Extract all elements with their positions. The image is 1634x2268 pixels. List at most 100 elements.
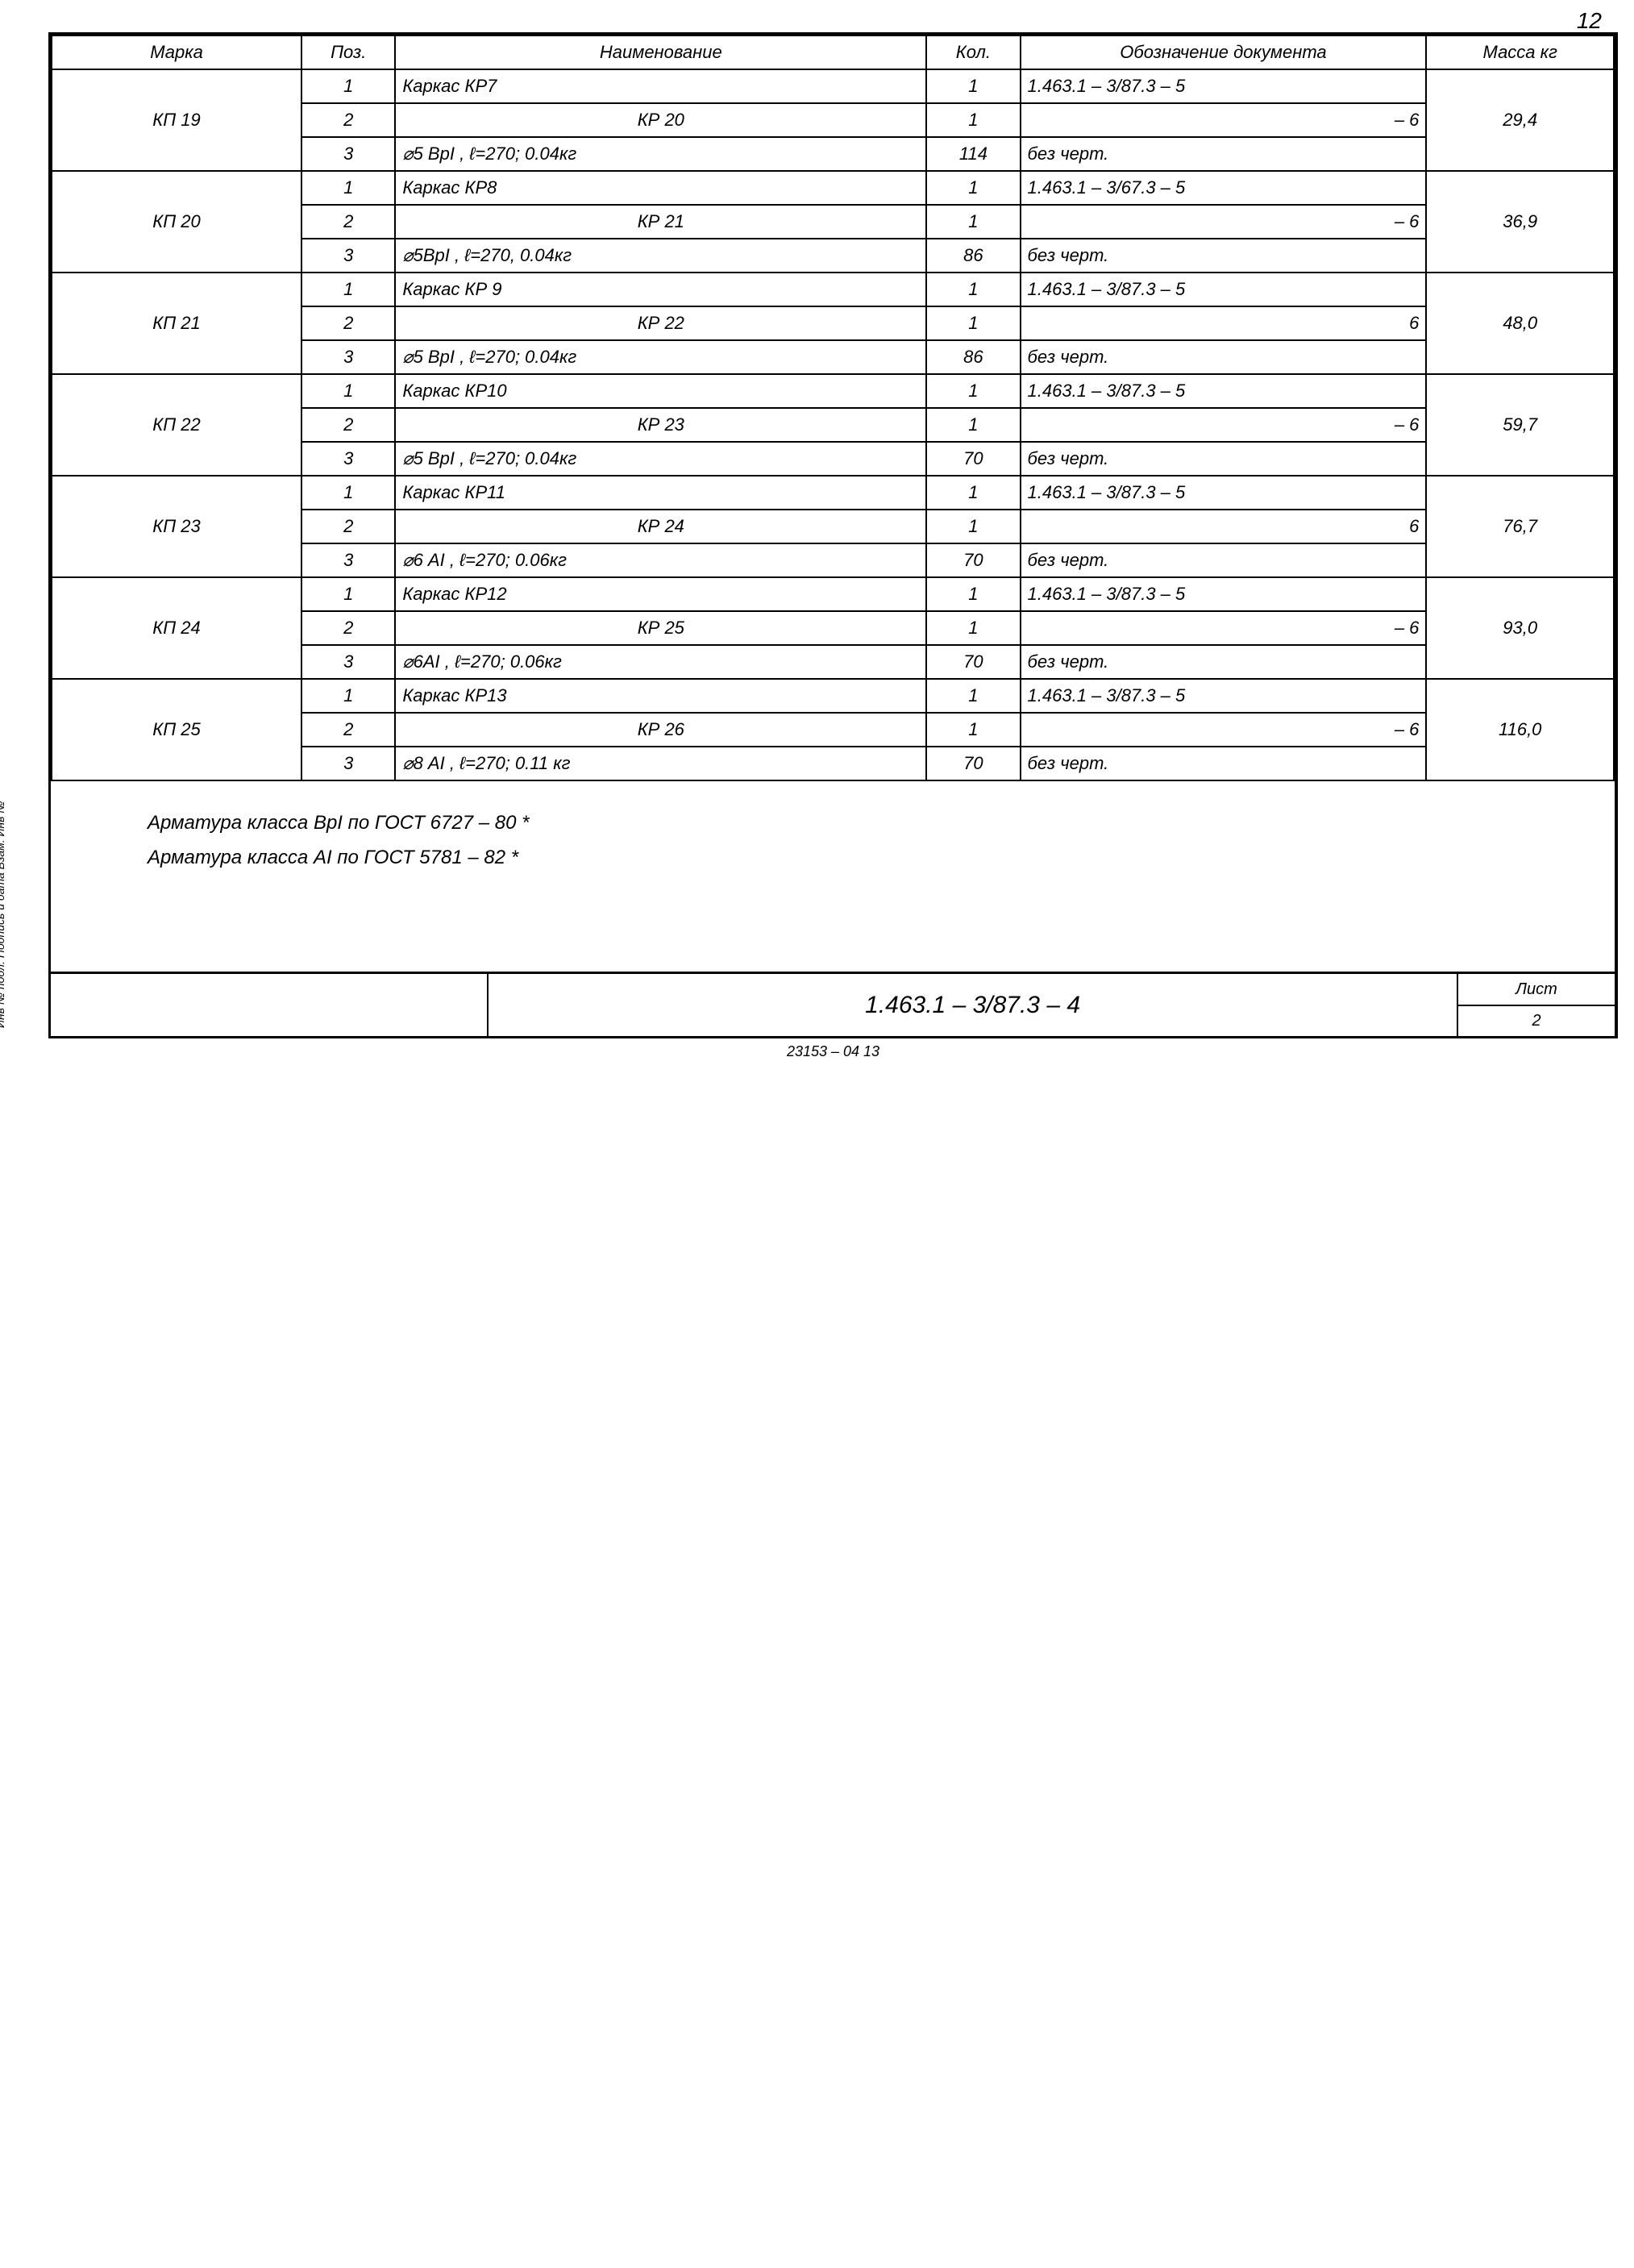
poz-cell: 1	[301, 273, 395, 306]
poz-cell: 3	[301, 137, 395, 171]
table-row: КП 221Каркас КР1011.463.1 – 3/87.3 – 559…	[52, 374, 1614, 408]
poz-cell: 2	[301, 611, 395, 645]
naim-cell: КР 26	[395, 713, 926, 747]
table-row: КП 241Каркас КР1211.463.1 – 3/87.3 – 593…	[52, 577, 1614, 611]
poz-cell: 1	[301, 374, 395, 408]
oboz-cell: – 6	[1021, 408, 1427, 442]
marka-cell: КП 20	[52, 171, 301, 273]
kol-cell: 70	[926, 543, 1020, 577]
naim-cell: КР 20	[395, 103, 926, 137]
kol-cell: 1	[926, 510, 1020, 543]
poz-cell: 2	[301, 713, 395, 747]
header-marka: Марка	[52, 35, 301, 69]
title-block-left	[51, 974, 489, 1036]
poz-cell: 2	[301, 103, 395, 137]
naim-cell: КР 23	[395, 408, 926, 442]
kol-cell: 1	[926, 577, 1020, 611]
poz-cell: 3	[301, 340, 395, 374]
massa-cell: 59,7	[1426, 374, 1614, 476]
kol-cell: 70	[926, 442, 1020, 476]
kol-cell: 1	[926, 273, 1020, 306]
naim-cell: ⌀8 АI , ℓ=270; 0.11 кг	[395, 747, 926, 780]
note-line: Арматура класса ВрI по ГОСТ 6727 – 80 *	[148, 805, 1582, 840]
massa-cell: 93,0	[1426, 577, 1614, 679]
marka-cell: КП 25	[52, 679, 301, 780]
poz-cell: 2	[301, 205, 395, 239]
oboz-cell: 1.463.1 – 3/67.3 – 5	[1021, 171, 1427, 205]
kol-cell: 1	[926, 374, 1020, 408]
footer-text: 23153 – 04 13	[48, 1038, 1618, 1060]
header-oboz: Обозначение документа	[1021, 35, 1427, 69]
massa-cell: 48,0	[1426, 273, 1614, 374]
list-label: Лист	[1458, 974, 1615, 1006]
naim-cell: ⌀6АI , ℓ=270; 0.06кг	[395, 645, 926, 679]
poz-cell: 1	[301, 577, 395, 611]
naim-cell: КР 24	[395, 510, 926, 543]
naim-cell: Каркас КР 9	[395, 273, 926, 306]
kol-cell: 86	[926, 239, 1020, 273]
notes-block: Арматура класса ВрI по ГОСТ 6727 – 80 * …	[51, 781, 1615, 972]
table-row: КП 251Каркас КР1311.463.1 – 3/87.3 – 511…	[52, 679, 1614, 713]
table-row: КП 191Каркас КР711.463.1 – 3/87.3 – 529,…	[52, 69, 1614, 103]
oboz-cell: – 6	[1021, 611, 1427, 645]
marka-cell: КП 19	[52, 69, 301, 171]
oboz-cell: 1.463.1 – 3/87.3 – 5	[1021, 273, 1427, 306]
naim-cell: Каркас КР12	[395, 577, 926, 611]
naim-cell: КР 25	[395, 611, 926, 645]
kol-cell: 70	[926, 747, 1020, 780]
oboz-cell: без черт.	[1021, 442, 1427, 476]
oboz-cell: 1.463.1 – 3/87.3 – 5	[1021, 69, 1427, 103]
naim-cell: Каркас КР11	[395, 476, 926, 510]
table-row: КП 211Каркас КР 911.463.1 – 3/87.3 – 548…	[52, 273, 1614, 306]
oboz-cell: 1.463.1 – 3/87.3 – 5	[1021, 476, 1427, 510]
poz-cell: 2	[301, 306, 395, 340]
poz-cell: 3	[301, 239, 395, 273]
naim-cell: Каркас КР8	[395, 171, 926, 205]
kol-cell: 114	[926, 137, 1020, 171]
document-number: 1.463.1 – 3/87.3 – 4	[489, 974, 1458, 1036]
poz-cell: 3	[301, 543, 395, 577]
list-number: 2	[1458, 1006, 1615, 1037]
massa-cell: 116,0	[1426, 679, 1614, 780]
naim-cell: Каркас КР13	[395, 679, 926, 713]
kol-cell: 1	[926, 679, 1020, 713]
kol-cell: 1	[926, 171, 1020, 205]
kol-cell: 1	[926, 306, 1020, 340]
kol-cell: 1	[926, 103, 1020, 137]
oboz-cell: 1.463.1 – 3/87.3 – 5	[1021, 577, 1427, 611]
naim-cell: Каркас КР10	[395, 374, 926, 408]
marka-cell: КП 22	[52, 374, 301, 476]
naim-cell: ⌀5 ВрI , ℓ=270; 0.04кг	[395, 442, 926, 476]
table-header-row: Марка Поз. Наименование Кол. Обозначение…	[52, 35, 1614, 69]
naim-cell: КР 21	[395, 205, 926, 239]
oboz-cell: без черт.	[1021, 543, 1427, 577]
oboz-cell: – 6	[1021, 103, 1427, 137]
oboz-cell: 1.463.1 – 3/87.3 – 5	[1021, 679, 1427, 713]
note-line: Арматура класса АI по ГОСТ 5781 – 82 *	[148, 840, 1582, 875]
title-block-right: Лист 2	[1458, 974, 1615, 1036]
naim-cell: ⌀5ВрI , ℓ=270, 0.04кг	[395, 239, 926, 273]
naim-cell: ⌀6 АI , ℓ=270; 0.06кг	[395, 543, 926, 577]
page-number: 12	[1577, 8, 1602, 34]
poz-cell: 1	[301, 679, 395, 713]
poz-cell: 1	[301, 69, 395, 103]
oboz-cell: 6	[1021, 510, 1427, 543]
marka-cell: КП 21	[52, 273, 301, 374]
naim-cell: КР 22	[395, 306, 926, 340]
kol-cell: 1	[926, 713, 1020, 747]
massa-cell: 36,9	[1426, 171, 1614, 273]
spec-table: Марка Поз. Наименование Кол. Обозначение…	[51, 35, 1615, 781]
poz-cell: 3	[301, 442, 395, 476]
naim-cell: ⌀5 ВрI , ℓ=270; 0.04кг	[395, 137, 926, 171]
table-row: КП 231Каркас КР1111.463.1 – 3/87.3 – 576…	[52, 476, 1614, 510]
naim-cell: Каркас КР7	[395, 69, 926, 103]
marka-cell: КП 24	[52, 577, 301, 679]
document-frame: Марка Поз. Наименование Кол. Обозначение…	[48, 32, 1618, 1038]
title-block: 1.463.1 – 3/87.3 – 4 Лист 2	[51, 972, 1615, 1036]
oboz-cell: без черт.	[1021, 747, 1427, 780]
kol-cell: 70	[926, 645, 1020, 679]
oboz-cell: без черт.	[1021, 645, 1427, 679]
table-row: КП 201Каркас КР811.463.1 – 3/67.3 – 536,…	[52, 171, 1614, 205]
kol-cell: 1	[926, 205, 1020, 239]
oboz-cell: без черт.	[1021, 239, 1427, 273]
